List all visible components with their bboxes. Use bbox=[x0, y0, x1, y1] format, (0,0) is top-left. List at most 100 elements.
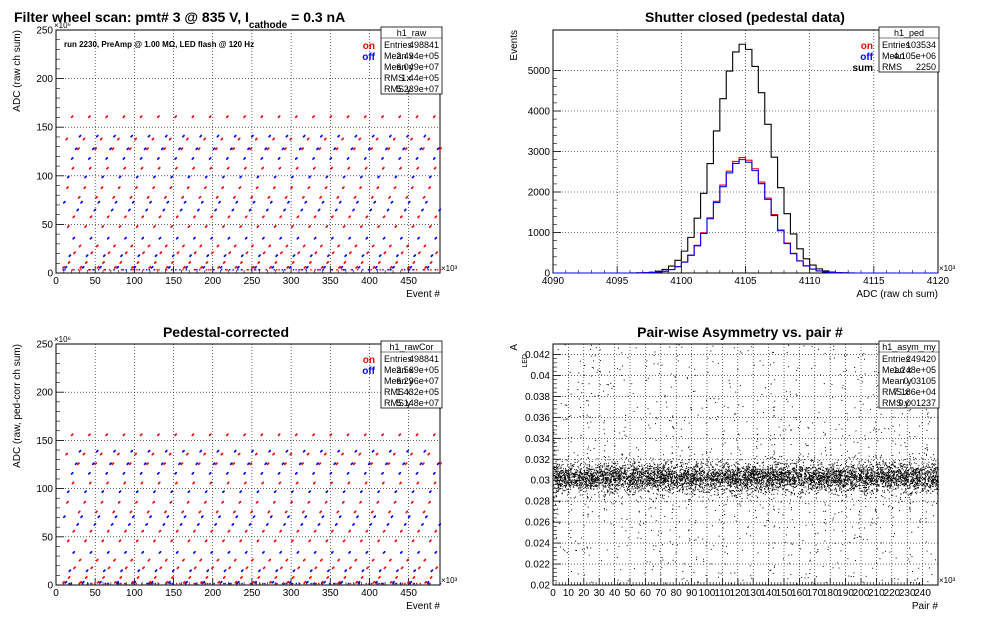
on-point bbox=[188, 225, 191, 227]
asym-point bbox=[665, 478, 667, 480]
asym-point bbox=[593, 485, 595, 487]
off-point bbox=[240, 490, 242, 492]
asym-point bbox=[632, 463, 634, 465]
off-point bbox=[224, 254, 227, 256]
asym-point bbox=[933, 465, 935, 467]
off-point bbox=[73, 236, 76, 239]
asym-point bbox=[636, 473, 638, 475]
baseline-point bbox=[158, 582, 160, 585]
baseline-point bbox=[148, 582, 150, 585]
baseline-point bbox=[379, 269, 381, 271]
asym-point bbox=[713, 479, 715, 481]
off-point bbox=[284, 523, 286, 525]
on-point bbox=[332, 215, 334, 218]
asym-point bbox=[718, 480, 720, 482]
on-point bbox=[189, 576, 192, 578]
off-point bbox=[169, 580, 171, 583]
on-point bbox=[251, 510, 253, 513]
baseline-point bbox=[158, 269, 160, 271]
asym-point bbox=[662, 483, 664, 485]
asym-point bbox=[841, 500, 843, 502]
off-point bbox=[300, 147, 302, 149]
off-point bbox=[324, 580, 326, 583]
stats-key: Mean bbox=[882, 51, 905, 61]
on-point bbox=[349, 529, 351, 532]
on-point bbox=[158, 115, 160, 117]
off-point bbox=[265, 147, 268, 149]
asym-point bbox=[661, 471, 663, 473]
on-point bbox=[402, 251, 404, 253]
asym-point bbox=[643, 488, 645, 490]
on-point bbox=[298, 566, 300, 569]
on-point bbox=[118, 452, 120, 455]
on-point bbox=[210, 433, 212, 436]
off-point bbox=[117, 265, 119, 268]
on-point bbox=[73, 529, 76, 532]
on-point bbox=[135, 137, 137, 140]
on-point bbox=[160, 251, 163, 253]
asym-point bbox=[700, 477, 702, 479]
x-tick-label: 4095 bbox=[606, 276, 629, 287]
off-point bbox=[309, 175, 311, 178]
asym-point bbox=[647, 478, 649, 480]
y-tick-label: 0.042 bbox=[525, 350, 550, 361]
asym-point bbox=[663, 476, 665, 478]
baseline-point bbox=[185, 582, 187, 585]
baseline-point bbox=[120, 582, 122, 585]
off-point bbox=[412, 490, 415, 492]
asym-point bbox=[823, 485, 825, 487]
asym-point bbox=[850, 483, 852, 485]
asym-point bbox=[924, 480, 926, 482]
off-point bbox=[340, 515, 342, 517]
off-point bbox=[317, 147, 319, 149]
stats-value: 5.239e+07 bbox=[396, 84, 439, 94]
on-point bbox=[394, 137, 396, 140]
on-point bbox=[337, 195, 340, 198]
asym-point bbox=[621, 437, 623, 439]
off-point bbox=[373, 449, 375, 452]
asym-point bbox=[790, 462, 792, 464]
on-point bbox=[199, 195, 202, 198]
off-point bbox=[370, 523, 373, 525]
asym-point bbox=[690, 467, 692, 469]
asym-point bbox=[850, 470, 852, 472]
on-point bbox=[423, 462, 425, 464]
on-point bbox=[296, 433, 298, 436]
on-point bbox=[379, 576, 381, 578]
asym-point bbox=[863, 472, 865, 474]
asym-point bbox=[679, 476, 681, 478]
on-point bbox=[120, 576, 123, 578]
asym-point bbox=[753, 470, 755, 472]
on-point bbox=[434, 433, 436, 436]
off-point bbox=[439, 208, 442, 211]
asym-point bbox=[910, 468, 912, 470]
asym-point bbox=[682, 489, 684, 491]
asym-point bbox=[823, 473, 825, 475]
off-point bbox=[181, 523, 183, 525]
on-point bbox=[273, 137, 275, 140]
on-point bbox=[175, 433, 177, 436]
asym-point bbox=[759, 487, 761, 489]
on-point bbox=[221, 452, 224, 455]
asym-point bbox=[769, 491, 771, 493]
asym-point bbox=[703, 491, 705, 493]
off-point bbox=[227, 471, 229, 474]
y-tick-label: 0.034 bbox=[525, 434, 550, 445]
on-point bbox=[244, 115, 246, 117]
asym-point bbox=[567, 480, 569, 482]
off-point bbox=[181, 208, 183, 211]
asym-point bbox=[794, 470, 796, 472]
off-point bbox=[108, 236, 110, 239]
baseline-point bbox=[314, 582, 317, 585]
asym-point bbox=[736, 496, 738, 498]
on-point bbox=[143, 566, 145, 569]
y-tick-label: 200 bbox=[36, 74, 53, 85]
on-point bbox=[90, 215, 93, 218]
asym-point bbox=[694, 489, 696, 491]
asym-point bbox=[892, 479, 894, 481]
asym-point bbox=[724, 476, 726, 478]
asym-point bbox=[864, 494, 866, 496]
off-point bbox=[69, 569, 72, 571]
baseline-point bbox=[241, 582, 243, 585]
on-point bbox=[389, 195, 391, 198]
